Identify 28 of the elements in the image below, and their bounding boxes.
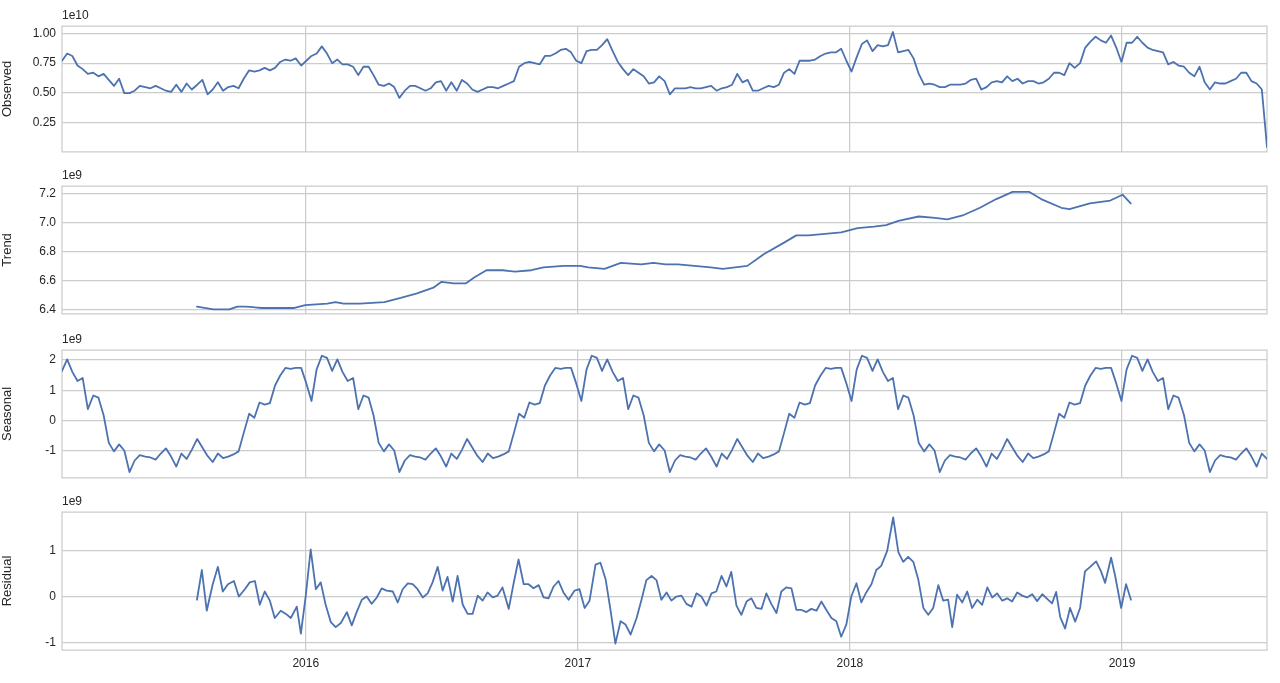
y-tick-label: 2 <box>49 352 57 367</box>
y-tick-label: -1 <box>45 443 57 458</box>
text: 1e9 <box>62 494 83 509</box>
y-tick-label: 0.25 <box>32 115 57 130</box>
x-tick-label: 2016 <box>292 655 320 670</box>
y-tick-label: -1 <box>45 634 57 649</box>
x-tick-label: 2019 <box>1108 655 1136 670</box>
y-axis-title: Seasonal <box>0 386 15 442</box>
y-tick-label: 6.8 <box>39 243 57 258</box>
y-tick-label: 0 <box>49 588 57 603</box>
y-tick-label: 7.2 <box>39 185 57 200</box>
x-tick-label: 2018 <box>836 655 864 670</box>
y-axis-title: Observed <box>0 60 15 118</box>
y-tick-label: 0.50 <box>32 85 57 100</box>
y-tick-label: 1 <box>49 382 57 397</box>
y-tick-label: 7.0 <box>39 214 57 229</box>
y-axis-title: Trend <box>0 233 15 267</box>
text: 1e10 <box>62 8 90 23</box>
y-tick-label: 1 <box>49 543 57 558</box>
text: 1e9 <box>62 332 83 347</box>
y-tick-label: 0 <box>49 413 57 428</box>
y-axis-title: Residual <box>0 555 15 607</box>
text: 1e9 <box>62 168 83 183</box>
x-tick-label: 2017 <box>564 655 592 670</box>
y-tick-label: 6.6 <box>39 272 57 287</box>
y-tick-label: 1.00 <box>32 25 57 40</box>
y-tick-label: 6.4 <box>39 301 57 316</box>
y-tick-label: 0.75 <box>32 55 57 70</box>
